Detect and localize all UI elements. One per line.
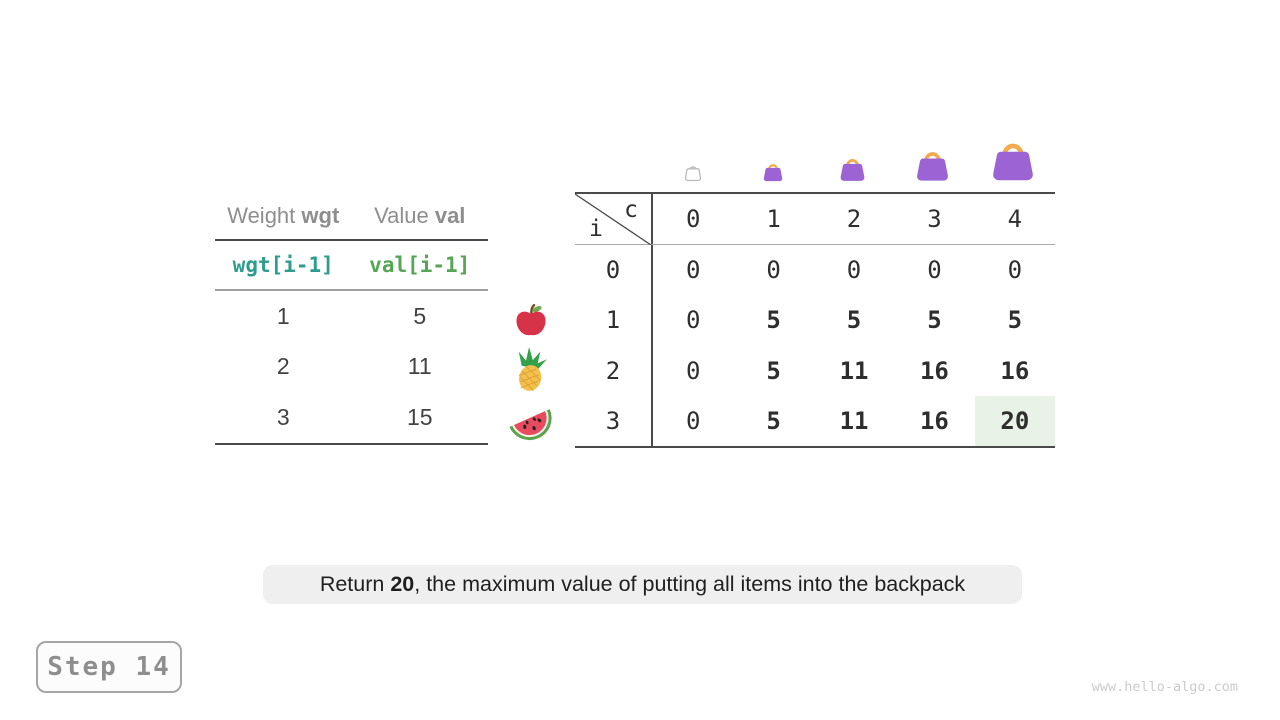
- dp-cell: 11: [839, 356, 869, 385]
- dp-row-index: 3: [575, 395, 653, 446]
- weight-column-header: Weight wgt: [215, 193, 352, 239]
- caption-suffix: , the maximum value of putting all items…: [414, 572, 966, 596]
- dp-cell: 11: [839, 406, 869, 435]
- caption-value: 20: [390, 572, 415, 596]
- dp-cell: 5: [766, 406, 781, 435]
- dp-column-header: 3: [927, 205, 942, 233]
- item-axis-label: i: [589, 216, 603, 242]
- diagonal-divider: [575, 194, 651, 245]
- dp-column-header: 1: [766, 205, 781, 233]
- dp-row-index: 2: [575, 345, 653, 396]
- dp-row-index: 1: [575, 295, 653, 346]
- caption-prefix: Return: [319, 572, 391, 596]
- dp-table-row: 3 0 5 11 16 20: [575, 395, 1056, 446]
- apple-icon: [516, 304, 546, 336]
- val-formula: val[i-1]: [369, 253, 471, 277]
- bag-capacity-4-icon: [993, 143, 1033, 181]
- step-label: Step 14: [47, 652, 171, 682]
- dp-table-header: c i 0 1 2 3 4: [575, 194, 1055, 245]
- dp-cell: 5: [766, 306, 781, 335]
- dp-cell: 0: [685, 406, 701, 435]
- step-badge: Step 14: [36, 641, 182, 693]
- value-column-header: Value val: [352, 193, 489, 239]
- dp-cell-highlighted: 20: [974, 395, 1056, 446]
- items-table-cell: 11: [407, 353, 432, 380]
- value-label: Value: [374, 203, 435, 228]
- wgt-formula: wgt[i-1]: [232, 253, 334, 277]
- dp-cell: 0: [1007, 256, 1023, 285]
- wgt-code-label: wgt: [301, 203, 340, 228]
- empty-bag-icon: [684, 166, 702, 182]
- watermelon-icon: [509, 409, 552, 441]
- watermark: www.hello-algo.com: [1091, 679, 1238, 695]
- dp-table-row: 0 0 0 0 0 0: [575, 245, 1055, 296]
- items-table-header: Weight wgt Value val: [215, 193, 488, 241]
- bag-capacity-1-icon: [763, 164, 783, 182]
- dp-cell: 5: [927, 306, 942, 335]
- dp-cell: 16: [919, 406, 949, 435]
- bag-capacity-3-icon: [917, 152, 948, 181]
- dp-cell: 0: [846, 256, 862, 285]
- items-table-cell: 2: [276, 353, 290, 380]
- dp-cell: 0: [685, 306, 701, 335]
- dp-column-header: 2: [846, 205, 862, 233]
- dp-table-row: 1 0 5 5 5 5: [575, 295, 1055, 346]
- items-table: Weight wgt Value val wgt[i-1] val[i-1] 1…: [215, 193, 488, 445]
- dp-cell: 5: [1007, 306, 1023, 335]
- dp-cell: 0: [685, 356, 701, 385]
- val-code-label: val: [434, 203, 466, 228]
- dp-cell: 5: [846, 306, 862, 335]
- dp-table-row: 2 0 5 11 16 16: [575, 345, 1055, 396]
- dp-cell: 16: [919, 356, 949, 385]
- items-table-rows: 1 5 2 11 3 15: [215, 291, 488, 445]
- dp-cell: 0: [927, 256, 942, 285]
- dp-column-header: 0: [685, 205, 701, 233]
- dp-cell: 5: [766, 356, 781, 385]
- items-table-row: 2 11: [215, 342, 488, 393]
- dp-cell: 16: [1000, 356, 1030, 385]
- pineapple-icon: [518, 346, 547, 391]
- dp-header-cols: 0 1 2 3 4: [653, 194, 1055, 244]
- capacity-axis-label: c: [624, 197, 638, 223]
- dp-corner-cell: c i: [575, 194, 653, 245]
- weight-label: Weight: [227, 203, 302, 228]
- dp-row-index: 0: [575, 245, 653, 296]
- items-table-row: 3 15: [215, 392, 488, 443]
- dp-table-rows: 0 0 0 0 0 0 1 0 5 5 5 5 2 0 5 11 16 16 3 0 5 11 16 20: [575, 245, 1056, 446]
- items-table-cell: 1: [276, 302, 290, 329]
- items-table-cell: 15: [406, 403, 433, 430]
- items-table-formula-row: wgt[i-1] val[i-1]: [215, 241, 488, 291]
- items-table-cell: 5: [413, 302, 427, 329]
- caption-pill: Return 20, the maximum value of putting …: [263, 565, 1022, 604]
- bag-capacity-2-icon: [840, 159, 865, 181]
- dp-cell: 0: [766, 256, 781, 285]
- dp-cell: 0: [685, 256, 701, 285]
- items-table-cell: 3: [276, 403, 290, 430]
- dp-column-header: 4: [1007, 205, 1023, 233]
